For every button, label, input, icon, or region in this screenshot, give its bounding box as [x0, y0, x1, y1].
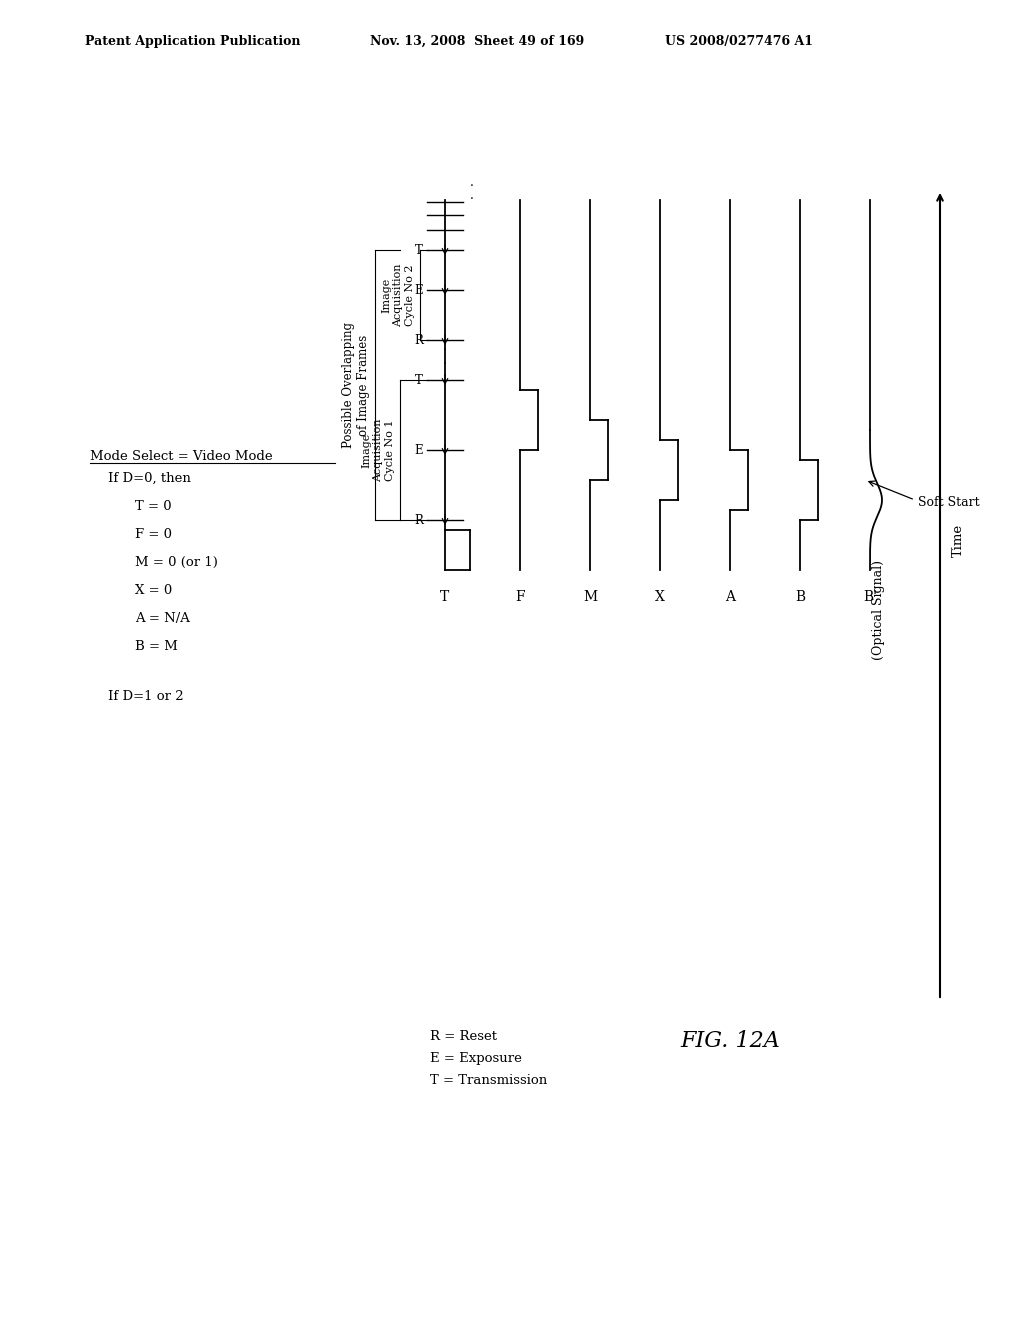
Text: Time: Time [952, 524, 965, 557]
Text: .
.
.: . . . [443, 341, 446, 380]
Text: US 2008/0277476 A1: US 2008/0277476 A1 [665, 36, 813, 48]
Text: T: T [415, 243, 423, 256]
Text: B = M: B = M [135, 640, 178, 653]
Text: T = Transmission: T = Transmission [430, 1074, 547, 1086]
Text: R: R [414, 334, 423, 346]
Text: Possible Overlapping
of Image Frames: Possible Overlapping of Image Frames [342, 322, 370, 447]
Text: FIG. 12A: FIG. 12A [680, 1030, 780, 1052]
Text: E = Exposure: E = Exposure [430, 1052, 522, 1065]
Text: E: E [415, 284, 423, 297]
Text: Image
Acquisition
Cycle No 1: Image Acquisition Cycle No 1 [361, 418, 395, 482]
Text: M: M [583, 590, 597, 605]
Text: Patent Application Publication: Patent Application Publication [85, 36, 300, 48]
Text: M = 0 (or 1): M = 0 (or 1) [135, 556, 218, 569]
Text: F = 0: F = 0 [135, 528, 172, 541]
Text: E: E [415, 444, 423, 457]
Text: T: T [440, 590, 450, 605]
Text: .
.: . . [470, 176, 474, 202]
Text: F: F [515, 590, 525, 605]
Text: If D=0, then: If D=0, then [108, 473, 190, 484]
Text: T: T [415, 374, 423, 387]
Text: X = 0: X = 0 [135, 583, 172, 597]
Text: Nov. 13, 2008  Sheet 49 of 169: Nov. 13, 2008 Sheet 49 of 169 [370, 36, 585, 48]
Text: A: A [725, 590, 735, 605]
Text: Image
Acquisition
Cycle No 2: Image Acquisition Cycle No 2 [382, 263, 415, 327]
Text: If D=1 or 2: If D=1 or 2 [108, 690, 183, 704]
Text: X: X [655, 590, 665, 605]
Text: B: B [795, 590, 805, 605]
Text: R = Reset: R = Reset [430, 1030, 497, 1043]
Text: (Optical Signal): (Optical Signal) [872, 560, 885, 660]
Text: Mode Select = Video Mode: Mode Select = Video Mode [90, 450, 272, 463]
Text: R: R [414, 513, 423, 527]
Text: T = 0: T = 0 [135, 500, 172, 513]
Text: Soft Start: Soft Start [918, 495, 980, 508]
Text: B': B' [863, 590, 877, 605]
Text: A = N/A: A = N/A [135, 612, 189, 624]
